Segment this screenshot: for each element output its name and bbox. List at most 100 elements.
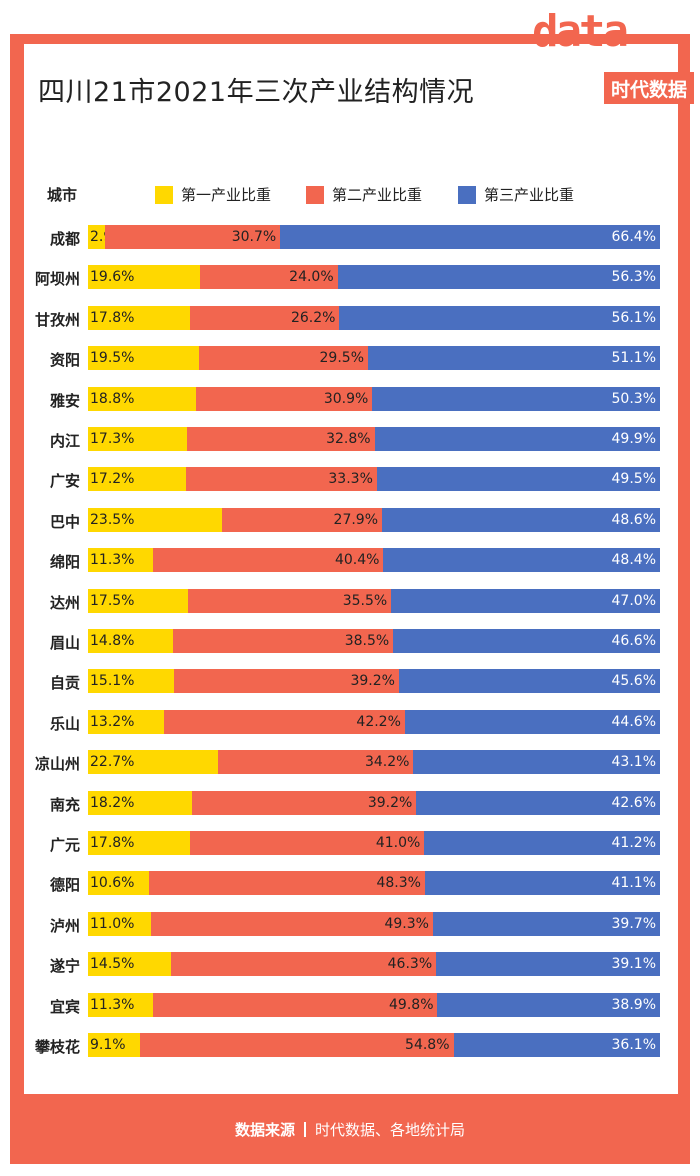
city-label: 泸州	[49, 916, 80, 935]
data-label-tertiary: 43.1%	[611, 754, 656, 771]
bar-segment-primary	[88, 1033, 141, 1057]
data-label-secondary: 39.2%	[367, 794, 413, 811]
data-label-tertiary: 49.5%	[611, 471, 656, 488]
legend-label-secondary: 第二产业比重	[332, 186, 423, 204]
data-label-secondary: 54.8%	[405, 1037, 450, 1053]
chart-title: 四川21市2021年三次产业结构情况	[38, 77, 475, 108]
bar-segment-secondary	[150, 911, 433, 936]
bar-segment-secondary	[189, 305, 340, 330]
data-label-tertiary: 39.7%	[611, 915, 656, 932]
bar-segment-primary	[88, 629, 173, 653]
city-label: 乐山	[49, 714, 80, 733]
bar-segment-secondary	[200, 265, 338, 290]
bar-segment-secondary	[104, 225, 281, 249]
bar-segment-primary	[88, 831, 190, 855]
bar-segment-primary	[88, 507, 223, 532]
data-label-primary: 23.5%	[90, 511, 135, 528]
bar-segment-tertiary	[436, 952, 660, 977]
data-label-primary: 9.1%	[90, 1037, 126, 1053]
legend-item-primary: 第一产业比重	[155, 184, 271, 205]
bar-segment-secondary	[163, 709, 405, 734]
bar-segment-tertiary	[391, 588, 660, 613]
bar-segment-primary	[88, 548, 153, 573]
bar-segment-tertiary	[372, 386, 660, 411]
data-label-tertiary: 56.1%	[611, 309, 656, 326]
data-label-secondary: 26.2%	[290, 309, 336, 326]
data-label-secondary: 30.9%	[323, 390, 369, 407]
bar-segment-secondary	[188, 588, 392, 613]
data-label-primary: 17.3%	[90, 431, 135, 447]
bar-segment-primary	[88, 992, 153, 1017]
data-label-tertiary: 48.4%	[611, 552, 656, 569]
city-label: 内江	[49, 432, 80, 450]
bar-segment-primary	[88, 871, 149, 896]
data-label-secondary: 48.3%	[376, 875, 421, 892]
bar-segment-secondary	[186, 427, 375, 451]
data-label-primary: 18.2%	[90, 794, 135, 811]
data-label-secondary: 27.9%	[333, 511, 379, 528]
data-label-secondary: 49.3%	[384, 915, 429, 932]
data-label-secondary: 49.8%	[389, 996, 434, 1013]
legend-item-secondary: 第二产业比重	[306, 184, 422, 205]
source-label: 数据来源	[234, 1120, 295, 1139]
legend-swatch-secondary	[306, 185, 324, 204]
bar-segment-tertiary	[382, 507, 660, 532]
city-label: 雅安	[49, 391, 80, 410]
brand-logo: data 时代数据	[522, 10, 694, 122]
data-label-primary: 11.0%	[90, 915, 135, 932]
city-label: 眉山	[49, 634, 80, 652]
data-label-tertiary: 66.4%	[611, 229, 656, 245]
bar-segment-primary	[88, 588, 189, 613]
bar-segment-secondary	[195, 386, 373, 411]
data-label-tertiary: 41.2%	[611, 835, 656, 851]
bar-segment-secondary	[172, 629, 394, 653]
data-label-tertiary: 46.6%	[611, 633, 656, 649]
data-label-secondary: 46.3%	[387, 956, 433, 973]
city-label: 广元	[49, 836, 80, 854]
bar-segment-secondary	[148, 871, 425, 896]
data-label-tertiary: 44.6%	[611, 713, 656, 730]
data-label-secondary: 42.2%	[356, 713, 401, 730]
legend-label-primary: 第一产业比重	[181, 186, 272, 204]
bar-segment-secondary	[152, 992, 438, 1017]
data-label-secondary: 40.4%	[334, 552, 380, 569]
city-label: 阿坝州	[34, 270, 80, 289]
city-label: 南充	[49, 795, 80, 814]
data-label-primary: 10.6%	[90, 875, 135, 892]
bar-segment-tertiary	[368, 346, 660, 371]
bar-segment-secondary	[171, 952, 437, 977]
data-label-primary: 17.5%	[90, 592, 135, 609]
bar-segment-primary	[88, 386, 196, 411]
bar-rows: 成都2.9%30.7%66.4%阿坝州19.6%24.0%56.3%甘孜州17.…	[34, 225, 660, 1057]
bar-segment-secondary	[186, 467, 377, 492]
city-label: 甘孜州	[34, 310, 80, 329]
bar-segment-secondary	[199, 346, 368, 371]
bar-segment-tertiary	[280, 225, 660, 249]
data-label-tertiary: 56.3%	[611, 269, 656, 286]
bar-segment-secondary	[174, 669, 399, 694]
data-label-primary: 17.8%	[90, 309, 135, 326]
city-label: 绵阳	[49, 553, 80, 572]
city-label: 巴中	[49, 512, 80, 531]
data-label-tertiary: 48.6%	[611, 511, 656, 528]
data-label-tertiary: 47.0%	[611, 592, 656, 609]
city-label: 成都	[49, 230, 80, 248]
data-label-secondary: 24.0%	[289, 269, 334, 286]
data-label-secondary: 29.5%	[319, 350, 364, 367]
bar-segment-primary	[88, 669, 175, 694]
data-label-secondary: 41.0%	[375, 835, 421, 851]
data-label-tertiary: 39.1%	[611, 956, 656, 973]
data-label-tertiary: 42.6%	[611, 794, 656, 811]
bar-segment-tertiary	[416, 790, 660, 815]
bar-segment-secondary	[152, 548, 384, 573]
data-label-tertiary: 41.1%	[611, 875, 656, 892]
city-label: 德阳	[49, 876, 80, 895]
bar-segment-tertiary	[337, 265, 660, 290]
data-label-primary: 18.8%	[90, 390, 135, 407]
city-label: 宜宾	[49, 997, 80, 1016]
city-label: 遂宁	[49, 957, 80, 976]
bar-segment-primary	[88, 790, 193, 815]
data-label-tertiary: 49.9%	[611, 431, 656, 447]
bar-segment-tertiary	[424, 831, 660, 855]
bar-segment-primary	[88, 952, 172, 977]
